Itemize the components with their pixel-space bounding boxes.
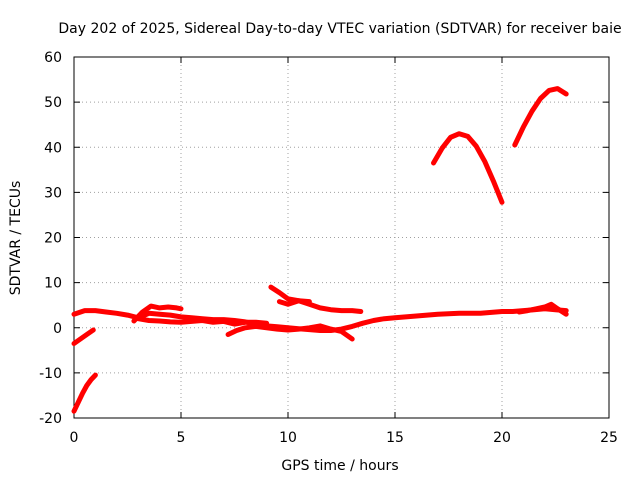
- series-line-seg-e: [135, 316, 270, 327]
- y-tick-label: 0: [53, 321, 62, 337]
- x-tick-label: 0: [70, 430, 79, 446]
- data-series: [71, 86, 569, 414]
- series-line-seg-d: [131, 303, 184, 324]
- plot-frame: [73, 56, 610, 419]
- series-line-seg-h: [276, 298, 312, 307]
- x-tick-label: 10: [279, 430, 297, 446]
- x-tick-label: 20: [493, 430, 511, 446]
- x-tick-label: 25: [600, 430, 618, 446]
- y-axis-label: SDTVAR / TECUs: [8, 181, 24, 296]
- y-tick-label: -20: [39, 411, 62, 427]
- y-tick-label: 50: [44, 95, 62, 111]
- chart-title: Day 202 of 2025, Sidereal Day-to-day VTE…: [58, 21, 621, 37]
- x-tick-label: 5: [177, 430, 186, 446]
- x-tick-label: 15: [386, 430, 404, 446]
- series-line-seg-c: [71, 306, 569, 333]
- series-line-seg-k: [516, 301, 569, 317]
- series-line-seg-j: [512, 86, 569, 148]
- series-line-seg-g: [268, 284, 364, 314]
- y-tick-label: 30: [44, 185, 62, 201]
- grid: [74, 57, 609, 418]
- series-line-seg-i: [431, 131, 505, 205]
- y-tick-label: -10: [39, 366, 62, 382]
- y-tick-label: 60: [44, 50, 62, 66]
- y-tick-label: 40: [44, 140, 62, 156]
- x-axis-label: GPS time / hours: [281, 458, 398, 474]
- axis-ticks: 0 5 10 15 20 25 -20 -10 0 10 20 30 40 50 60: [39, 50, 618, 446]
- series-line-seg-a: [71, 327, 96, 346]
- series-line-seg-b: [71, 372, 98, 414]
- series-line-seg-f: [225, 323, 355, 342]
- y-tick-label: 20: [44, 231, 62, 247]
- y-tick-label: 10: [44, 276, 62, 292]
